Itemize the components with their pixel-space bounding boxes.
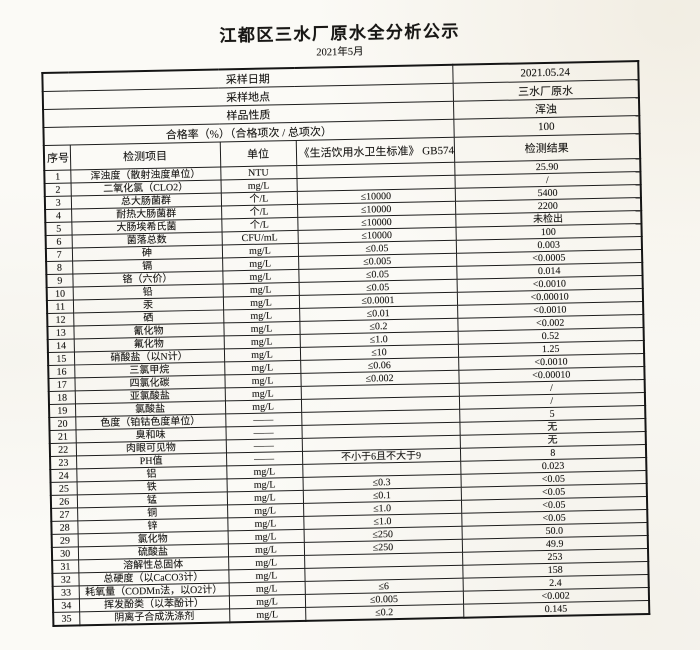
row-index: 7	[45, 247, 73, 262]
row-index: 34	[52, 598, 80, 613]
row-index: 11	[46, 299, 74, 314]
row-index: 8	[46, 260, 73, 275]
row-index: 4	[45, 208, 72, 223]
row-index: 2	[44, 182, 71, 197]
row-index: 15	[47, 351, 75, 366]
scanned-page: 江都区三水厂原水全分析公示 2021年5月 采样日期 2021.05.24 采样…	[27, 18, 663, 627]
info-section: 采样日期 2021.05.24 采样地点 三水厂原水 样品性质 浑浊 合格率（%…	[42, 61, 641, 171]
results-body: 1 浑浊度（散射浊度单位） NTU 25.90 2 二氧化氯（CLO2） mg/L/3 总大肠…	[44, 158, 650, 626]
row-index: 14	[47, 338, 74, 353]
row-index: 33	[52, 585, 79, 600]
row-index: 3	[44, 195, 72, 210]
row-index: 27	[51, 507, 78, 522]
row-index: 20	[49, 416, 76, 431]
row-index: 28	[51, 520, 78, 535]
analysis-table: 采样日期 2021.05.24 采样地点 三水厂原水 样品性质 浑浊 合格率（%…	[41, 60, 651, 627]
row-index: 24	[50, 468, 77, 483]
row-index: 23	[50, 455, 77, 470]
row-index: 25	[50, 481, 77, 496]
row-index: 30	[51, 546, 79, 561]
item-name: 阴离子合成洗涤剂	[79, 608, 230, 626]
column-header-unit: 单位	[219, 140, 297, 167]
row-index: 31	[52, 559, 79, 574]
row-index: 26	[50, 494, 78, 509]
row-index: 32	[52, 572, 79, 587]
row-index: 16	[48, 364, 75, 379]
row-index: 13	[47, 325, 74, 340]
row-index: 29	[51, 533, 78, 548]
standard-limit: ≤0.2	[305, 604, 464, 621]
row-index: 21	[49, 429, 76, 444]
result-value: 0.145	[463, 600, 650, 618]
unit: mg/L	[229, 607, 306, 623]
row-index: 19	[48, 403, 76, 418]
row-index: 9	[46, 273, 73, 288]
column-header-item: 检测项目	[69, 141, 221, 170]
row-index: 18	[48, 390, 75, 405]
row-index: 12	[47, 312, 74, 327]
column-header-index: 序号	[43, 145, 71, 171]
row-index: 22	[49, 442, 77, 457]
row-index: 1	[44, 169, 71, 184]
row-index: 6	[45, 234, 72, 249]
row-index: 10	[46, 286, 73, 301]
row-index: 17	[48, 377, 75, 392]
row-index: 5	[45, 221, 72, 236]
column-header-result: 检测结果	[453, 133, 641, 163]
row-index: 35	[53, 611, 80, 626]
column-header-standard: 《生活饮用水卫生标准》 GB5749	[295, 137, 455, 166]
